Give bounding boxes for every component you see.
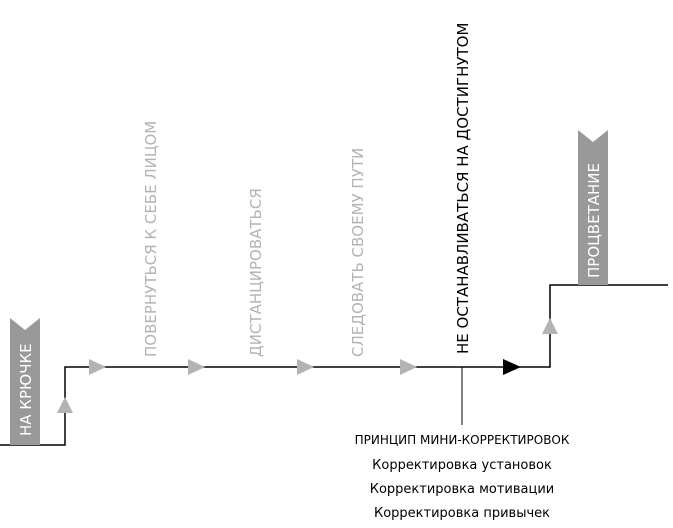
principle-title: ПРИНЦИП МИНИ-КОРРЕКТИРОВОК xyxy=(355,433,570,447)
arrow-right xyxy=(89,359,106,375)
end-banner-label: ПРОЦВЕТАНИЕ xyxy=(585,163,603,278)
start-banner-label: НА КРЮЧКЕ xyxy=(17,343,35,436)
principle-item: Корректировка установок xyxy=(372,458,552,473)
end-banner xyxy=(578,130,608,285)
arrow-up xyxy=(542,318,558,334)
start-banner xyxy=(10,318,40,445)
principle-item: Корректировка привычек xyxy=(374,506,550,521)
arrow-right-black xyxy=(503,359,521,375)
arrow-up xyxy=(57,397,73,413)
step-label: НЕ ОСТАНАВЛИВАТЬСЯ НА ДОСТИГНУТОМ xyxy=(454,23,472,354)
principle-item: Корректировка мотивации xyxy=(370,482,555,497)
arrow-right xyxy=(400,359,417,375)
step-label: ПОВЕРНУТЬСЯ К СЕБЕ ЛИЦОМ xyxy=(142,121,160,357)
arrow-right xyxy=(297,359,314,375)
step-label: ДИСТАНЦИРОВАТЬСЯ xyxy=(247,188,265,357)
step-label: СЛЕДОВАТЬ СВОЕМУ ПУТИ xyxy=(349,148,367,357)
arrow-right xyxy=(188,359,205,375)
